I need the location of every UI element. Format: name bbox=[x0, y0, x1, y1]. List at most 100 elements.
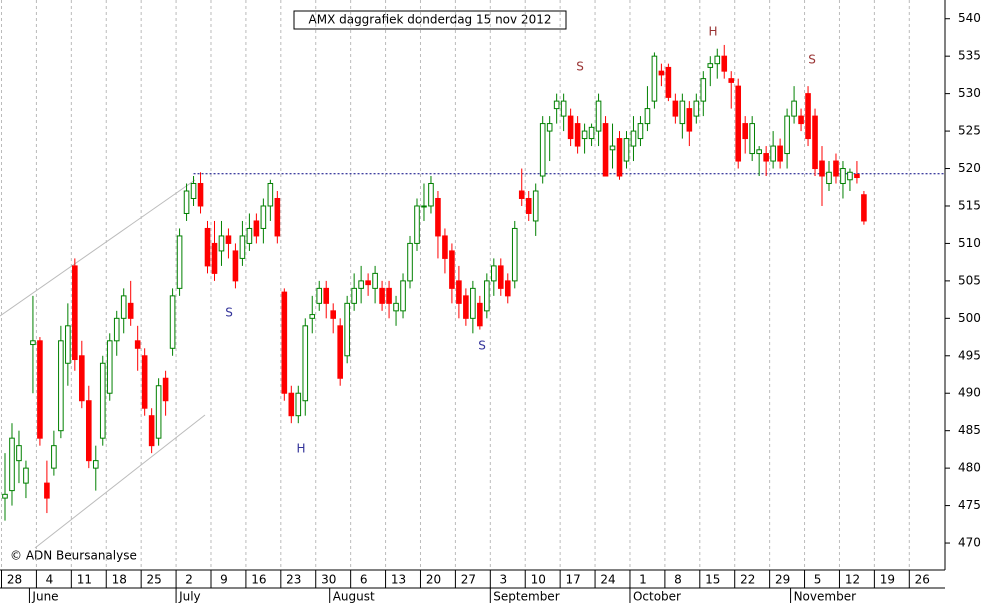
candle-body bbox=[85, 400, 92, 462]
candle-body bbox=[644, 108, 651, 125]
annotation: H bbox=[296, 442, 305, 456]
x-tick-label: 13 bbox=[391, 573, 406, 587]
candle-body bbox=[777, 145, 783, 162]
x-tick-label: 3 bbox=[499, 573, 507, 587]
candle-body bbox=[281, 291, 288, 394]
x-tick-label: 30 bbox=[321, 573, 336, 587]
candle-body bbox=[742, 123, 748, 140]
candle-body bbox=[581, 130, 588, 140]
month-label: October bbox=[633, 590, 681, 603]
candle-body bbox=[518, 190, 525, 199]
x-tick-label: 1 bbox=[639, 573, 647, 587]
x-tick-label: 12 bbox=[845, 573, 860, 587]
candle-body bbox=[183, 190, 190, 214]
candle-body bbox=[791, 100, 797, 117]
candle-body bbox=[798, 115, 804, 125]
y-tick-label: 520 bbox=[958, 161, 981, 175]
candle-body bbox=[44, 482, 50, 499]
candle-body bbox=[595, 100, 602, 132]
annotation: S bbox=[478, 339, 486, 353]
candle-body bbox=[721, 55, 728, 72]
x-tick-label: 11 bbox=[77, 573, 92, 587]
candle-body bbox=[365, 280, 371, 286]
candle-body bbox=[225, 235, 232, 244]
candle-body bbox=[456, 280, 462, 304]
candle-body bbox=[148, 415, 155, 447]
month-label: September bbox=[493, 590, 559, 603]
y-tick-label: 480 bbox=[958, 461, 981, 475]
candle-body bbox=[504, 280, 511, 297]
candle-body bbox=[323, 287, 330, 304]
candle-body bbox=[665, 66, 672, 98]
candle-body bbox=[435, 197, 441, 237]
y-tick-label: 530 bbox=[958, 86, 981, 100]
x-tick-label: 29 bbox=[775, 573, 790, 587]
x-tick-label: 17 bbox=[565, 573, 580, 587]
candle-body bbox=[72, 265, 78, 361]
x-tick-label: 19 bbox=[880, 573, 895, 587]
candle-body bbox=[211, 242, 218, 274]
candle-body bbox=[847, 171, 853, 181]
candle-body bbox=[106, 340, 113, 394]
candle-body bbox=[386, 287, 392, 304]
y-tick-label: 510 bbox=[958, 236, 981, 250]
candle-body bbox=[484, 280, 490, 312]
candle-body bbox=[302, 325, 309, 402]
candle-body bbox=[497, 265, 504, 289]
candle-body bbox=[218, 235, 225, 252]
x-tick-label: 20 bbox=[426, 573, 441, 587]
candle-body bbox=[525, 197, 532, 214]
candle-body bbox=[337, 325, 343, 379]
candle-body bbox=[358, 280, 364, 289]
candle-body bbox=[232, 250, 239, 282]
candle-body bbox=[414, 205, 420, 244]
candle-body bbox=[127, 302, 134, 319]
candle-body bbox=[805, 93, 811, 140]
candle-body bbox=[113, 317, 120, 342]
month-label: November bbox=[794, 590, 856, 603]
candle-body bbox=[30, 340, 36, 346]
candle-body bbox=[840, 168, 846, 185]
x-tick-label: 23 bbox=[286, 573, 301, 587]
x-tick-label: 8 bbox=[674, 573, 682, 587]
annotation: S bbox=[576, 60, 584, 74]
candle-body bbox=[567, 115, 574, 140]
x-tick-label: 18 bbox=[112, 573, 127, 587]
month-label: July bbox=[178, 590, 201, 603]
candle-body bbox=[37, 340, 43, 439]
chart-title: AMX daggrafiek donderdag 15 nov 2012 bbox=[309, 13, 552, 27]
candle-body bbox=[260, 205, 267, 229]
candle-body bbox=[700, 78, 707, 102]
candle-body bbox=[428, 183, 434, 207]
candle-body bbox=[574, 123, 581, 147]
credit: © ADN Beursanalyse bbox=[10, 549, 137, 563]
candle-body bbox=[602, 123, 609, 177]
candle-body bbox=[197, 183, 204, 207]
x-tick-label: 25 bbox=[147, 573, 162, 587]
candle-body bbox=[616, 138, 623, 177]
candle-body bbox=[99, 362, 106, 439]
candle-body bbox=[407, 242, 413, 282]
candle-body bbox=[553, 100, 560, 110]
candle-body bbox=[344, 302, 350, 357]
x-tick-label: 5 bbox=[814, 573, 822, 587]
candle-body bbox=[784, 115, 790, 155]
candle-body bbox=[9, 437, 15, 492]
candle-body bbox=[421, 205, 427, 208]
candle-body bbox=[449, 250, 455, 289]
y-tick-label: 485 bbox=[958, 423, 981, 437]
y-tick-label: 470 bbox=[958, 536, 981, 550]
candle-body bbox=[588, 126, 595, 140]
candle-body bbox=[23, 467, 29, 484]
candle-body bbox=[770, 145, 776, 162]
x-tick-label: 24 bbox=[600, 573, 615, 587]
candle-body bbox=[379, 287, 385, 304]
candle-body bbox=[511, 227, 518, 282]
candle-body bbox=[749, 123, 755, 155]
candle-body bbox=[491, 265, 497, 282]
candle-body bbox=[623, 138, 630, 162]
month-label: June bbox=[31, 590, 58, 603]
x-tick-label: 2 bbox=[185, 573, 193, 587]
candle-body bbox=[141, 355, 148, 409]
